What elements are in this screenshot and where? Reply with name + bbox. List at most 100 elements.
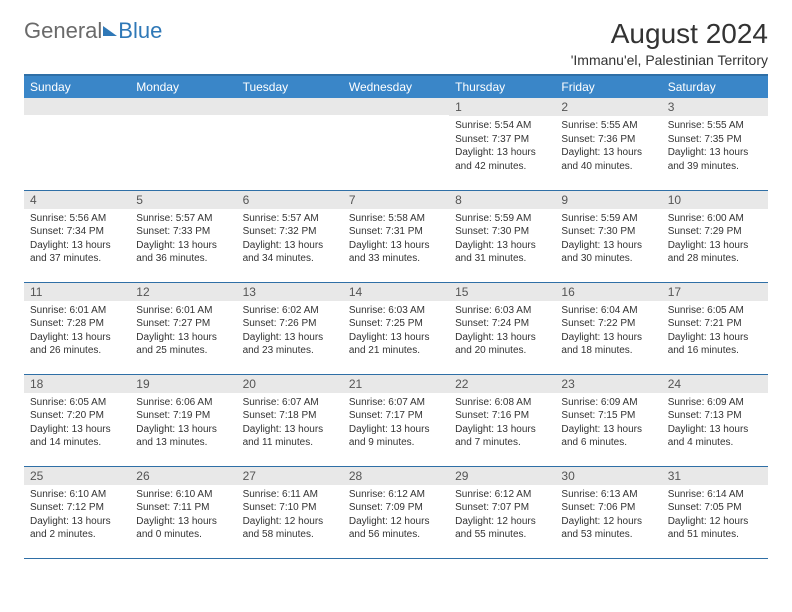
day-details: Sunrise: 6:04 AMSunset: 7:22 PMDaylight:… — [555, 301, 661, 362]
calendar-cell: 21Sunrise: 6:07 AMSunset: 7:17 PMDayligh… — [343, 374, 449, 466]
day-detail-line: Sunrise: 5:57 AM — [243, 212, 337, 226]
day-detail-line: Daylight: 12 hours — [349, 515, 443, 529]
day-detail-line: Sunrise: 6:09 AM — [561, 396, 655, 410]
day-number: 28 — [343, 467, 449, 485]
day-detail-line: Sunset: 7:21 PM — [668, 317, 762, 331]
day-number: 18 — [24, 375, 130, 393]
day-number: 25 — [24, 467, 130, 485]
day-detail-line: Daylight: 12 hours — [243, 515, 337, 529]
day-details: Sunrise: 5:57 AMSunset: 7:33 PMDaylight:… — [130, 209, 236, 270]
calendar-cell: 26Sunrise: 6:10 AMSunset: 7:11 PMDayligh… — [130, 466, 236, 558]
day-detail-line: Sunset: 7:28 PM — [30, 317, 124, 331]
logo-text-general: General — [24, 18, 102, 44]
day-details: Sunrise: 6:09 AMSunset: 7:13 PMDaylight:… — [662, 393, 768, 454]
page-header: General Blue August 2024 'Immanu'el, Pal… — [24, 18, 768, 68]
calendar-cell — [130, 98, 236, 190]
day-details: Sunrise: 6:05 AMSunset: 7:21 PMDaylight:… — [662, 301, 768, 362]
day-detail-line: and 11 minutes. — [243, 436, 337, 450]
day-detail-line: Sunrise: 6:03 AM — [455, 304, 549, 318]
day-details: Sunrise: 5:57 AMSunset: 7:32 PMDaylight:… — [237, 209, 343, 270]
day-detail-line: Sunset: 7:26 PM — [243, 317, 337, 331]
day-detail-line: Daylight: 13 hours — [30, 515, 124, 529]
day-number: 26 — [130, 467, 236, 485]
day-details: Sunrise: 6:13 AMSunset: 7:06 PMDaylight:… — [555, 485, 661, 546]
day-detail-line: and 37 minutes. — [30, 252, 124, 266]
day-detail-line: and 28 minutes. — [668, 252, 762, 266]
day-detail-line: Sunrise: 6:06 AM — [136, 396, 230, 410]
day-detail-line: Sunrise: 5:57 AM — [136, 212, 230, 226]
day-number — [237, 98, 343, 115]
day-detail-line: Daylight: 13 hours — [243, 423, 337, 437]
calendar-page: General Blue August 2024 'Immanu'el, Pal… — [0, 0, 792, 577]
day-detail-line: Sunset: 7:13 PM — [668, 409, 762, 423]
calendar-cell: 3Sunrise: 5:55 AMSunset: 7:35 PMDaylight… — [662, 98, 768, 190]
calendar-cell: 29Sunrise: 6:12 AMSunset: 7:07 PMDayligh… — [449, 466, 555, 558]
day-detail-line: and 18 minutes. — [561, 344, 655, 358]
day-detail-line: Sunset: 7:11 PM — [136, 501, 230, 515]
day-details: Sunrise: 5:59 AMSunset: 7:30 PMDaylight:… — [555, 209, 661, 270]
day-details: Sunrise: 6:14 AMSunset: 7:05 PMDaylight:… — [662, 485, 768, 546]
day-detail-line: and 20 minutes. — [455, 344, 549, 358]
day-details: Sunrise: 6:10 AMSunset: 7:12 PMDaylight:… — [24, 485, 130, 546]
day-detail-line: Sunset: 7:20 PM — [30, 409, 124, 423]
day-details: Sunrise: 6:12 AMSunset: 7:07 PMDaylight:… — [449, 485, 555, 546]
day-details: Sunrise: 5:58 AMSunset: 7:31 PMDaylight:… — [343, 209, 449, 270]
day-details: Sunrise: 5:54 AMSunset: 7:37 PMDaylight:… — [449, 116, 555, 177]
calendar-week: 18Sunrise: 6:05 AMSunset: 7:20 PMDayligh… — [24, 374, 768, 466]
day-number — [130, 98, 236, 115]
day-detail-line: Daylight: 13 hours — [136, 239, 230, 253]
day-number: 6 — [237, 191, 343, 209]
day-detail-line: Daylight: 12 hours — [561, 515, 655, 529]
day-detail-line: Daylight: 13 hours — [30, 331, 124, 345]
day-detail-line: Daylight: 13 hours — [668, 331, 762, 345]
day-number — [343, 98, 449, 115]
day-detail-line: and 21 minutes. — [349, 344, 443, 358]
logo-text-blue: Blue — [118, 18, 162, 44]
day-detail-line: and 53 minutes. — [561, 528, 655, 542]
day-detail-line: Daylight: 13 hours — [561, 146, 655, 160]
day-detail-line: Daylight: 13 hours — [30, 423, 124, 437]
day-detail-line: Sunrise: 5:54 AM — [455, 119, 549, 133]
day-detail-line: Sunset: 7:17 PM — [349, 409, 443, 423]
day-details: Sunrise: 5:59 AMSunset: 7:30 PMDaylight:… — [449, 209, 555, 270]
calendar-week: 25Sunrise: 6:10 AMSunset: 7:12 PMDayligh… — [24, 466, 768, 558]
day-detail-line: Sunrise: 6:01 AM — [30, 304, 124, 318]
day-number: 23 — [555, 375, 661, 393]
day-number: 8 — [449, 191, 555, 209]
calendar-cell: 17Sunrise: 6:05 AMSunset: 7:21 PMDayligh… — [662, 282, 768, 374]
day-detail-line: and 31 minutes. — [455, 252, 549, 266]
calendar-cell: 28Sunrise: 6:12 AMSunset: 7:09 PMDayligh… — [343, 466, 449, 558]
day-header: Sunday — [24, 75, 130, 98]
day-detail-line: Daylight: 12 hours — [455, 515, 549, 529]
day-detail-line: Sunrise: 6:04 AM — [561, 304, 655, 318]
day-detail-line: Sunrise: 6:09 AM — [668, 396, 762, 410]
day-detail-line: Sunset: 7:06 PM — [561, 501, 655, 515]
day-number: 1 — [449, 98, 555, 116]
day-detail-line: Daylight: 13 hours — [136, 515, 230, 529]
day-number: 19 — [130, 375, 236, 393]
day-detail-line: Sunrise: 5:56 AM — [30, 212, 124, 226]
page-title: August 2024 — [571, 18, 768, 50]
day-detail-line: Sunrise: 6:10 AM — [30, 488, 124, 502]
day-header: Friday — [555, 75, 661, 98]
day-details: Sunrise: 6:08 AMSunset: 7:16 PMDaylight:… — [449, 393, 555, 454]
day-number: 4 — [24, 191, 130, 209]
day-detail-line: Sunset: 7:33 PM — [136, 225, 230, 239]
day-detail-line: Sunrise: 6:07 AM — [349, 396, 443, 410]
logo: General Blue — [24, 18, 162, 44]
day-header: Saturday — [662, 75, 768, 98]
day-number: 17 — [662, 283, 768, 301]
day-detail-line: and 0 minutes. — [136, 528, 230, 542]
day-detail-line: Daylight: 13 hours — [561, 331, 655, 345]
day-detail-line: Sunset: 7:36 PM — [561, 133, 655, 147]
day-detail-line: and 42 minutes. — [455, 160, 549, 174]
day-header: Monday — [130, 75, 236, 98]
calendar-cell: 15Sunrise: 6:03 AMSunset: 7:24 PMDayligh… — [449, 282, 555, 374]
calendar-cell: 9Sunrise: 5:59 AMSunset: 7:30 PMDaylight… — [555, 190, 661, 282]
day-detail-line: Daylight: 12 hours — [668, 515, 762, 529]
calendar-body: 1Sunrise: 5:54 AMSunset: 7:37 PMDaylight… — [24, 98, 768, 558]
calendar-cell — [237, 98, 343, 190]
day-detail-line: Daylight: 13 hours — [136, 423, 230, 437]
day-detail-line: Sunset: 7:18 PM — [243, 409, 337, 423]
day-detail-line: Sunrise: 6:14 AM — [668, 488, 762, 502]
